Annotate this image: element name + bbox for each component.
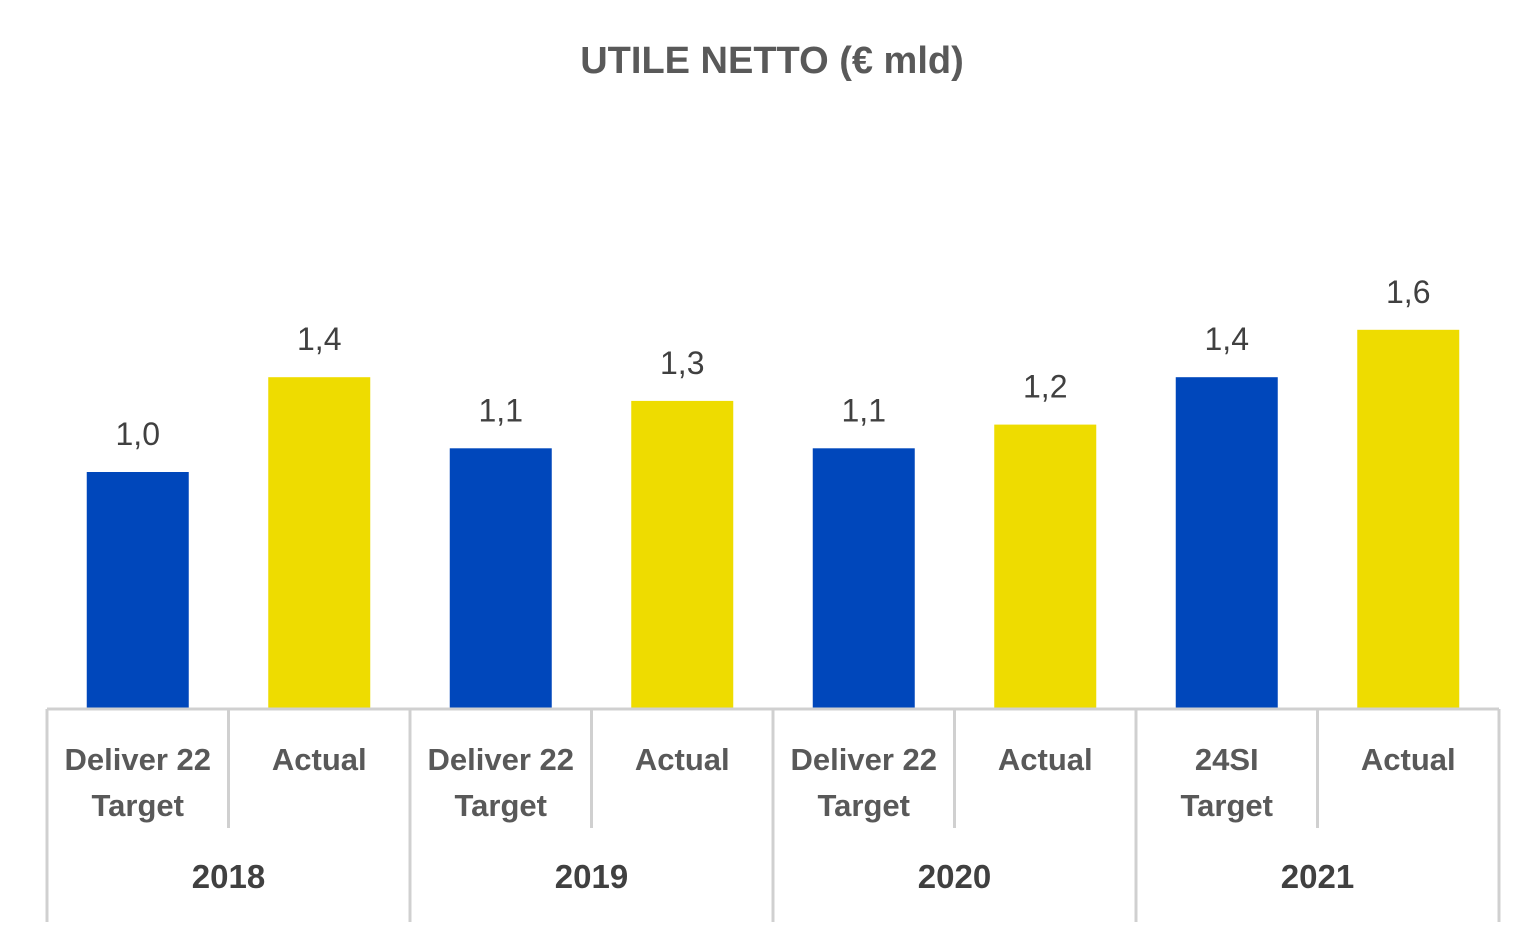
group-label-2018: 2018: [192, 858, 265, 895]
bar-2019-actual: [631, 400, 734, 709]
data-label: 1,4: [297, 321, 341, 357]
data-label: 1,1: [842, 392, 886, 428]
data-label: 1,6: [1386, 274, 1430, 310]
category-label: 24SI: [1195, 742, 1259, 777]
group-label-2020: 2020: [918, 858, 991, 895]
bar-2021-target: [1175, 377, 1278, 709]
category-label: Actual: [635, 742, 730, 777]
category-label: Deliver 22: [428, 742, 575, 777]
data-label: 1,2: [1023, 369, 1067, 405]
category-label: Target: [92, 788, 184, 823]
chart-title: UTILE NETTO (€ mld): [580, 40, 964, 82]
bar-2021-actual: [1357, 329, 1460, 709]
category-label: Actual: [272, 742, 367, 777]
data-label: 1,1: [479, 392, 523, 428]
group-label-2021: 2021: [1281, 858, 1354, 895]
category-axis: Deliver 22 Target Actual Deliver 22 Target Ac…: [45, 707, 1501, 922]
bar-2020-target: [812, 448, 915, 709]
bars-layer: [86, 329, 1460, 709]
category-label: Deliver 22: [65, 742, 212, 777]
category-label: Actual: [998, 742, 1093, 777]
category-label: Deliver 22: [791, 742, 938, 777]
value-labels-layer: 1,0 1,4 1,1 1,3 1,1 1,2 1,4 1,6: [116, 274, 1431, 452]
data-label: 1,4: [1205, 321, 1249, 357]
category-label: Actual: [1361, 742, 1456, 777]
data-label: 1,3: [660, 345, 704, 381]
group-label-2019: 2019: [555, 858, 628, 895]
bar-2020-actual: [994, 424, 1097, 709]
category-label: Target: [455, 788, 547, 823]
category-label: Target: [818, 788, 910, 823]
bar-2018-target: [86, 472, 189, 709]
bar-2019-target: [449, 448, 552, 709]
category-label: Target: [1181, 788, 1273, 823]
bar-2018-actual: [268, 377, 371, 709]
data-label: 1,0: [116, 416, 160, 452]
